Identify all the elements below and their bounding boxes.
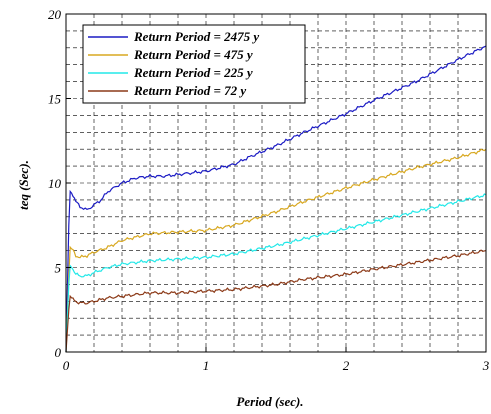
x-tick-label: 3 [482, 358, 490, 373]
series-line [65, 45, 487, 353]
y-tick-label: 5 [55, 261, 62, 276]
y-tick-label: 10 [48, 176, 62, 191]
series-line [65, 249, 487, 353]
tick-labels: 0 1 2 3 0 5 10 15 20 [48, 7, 490, 373]
legend-label-475: Return Period = 475 y [133, 47, 253, 62]
y-axis-label: teq (Sec). [16, 160, 31, 210]
tick-marks [65, 13, 487, 353]
legend-box [82, 24, 306, 104]
y-tick-label: 20 [48, 7, 62, 22]
series-lines [65, 45, 487, 353]
y-tick-label: 15 [48, 92, 62, 107]
y-tick-label: 0 [55, 345, 62, 360]
x-tick-label: 0 [63, 358, 70, 373]
x-tick-label: 2 [343, 358, 350, 373]
series-line [65, 148, 487, 353]
series-line [65, 193, 487, 353]
x-tick-label: 1 [203, 358, 210, 373]
legend: Return Period = 2475 y Return Period = 4… [82, 24, 306, 104]
legend-label-2475: Return Period = 2475 y [133, 29, 259, 44]
legend-label-72: Return Period = 72 y [133, 83, 246, 98]
x-axis-label: Period (sec). [236, 394, 303, 409]
legend-label-225: Return Period = 225 y [133, 65, 253, 80]
